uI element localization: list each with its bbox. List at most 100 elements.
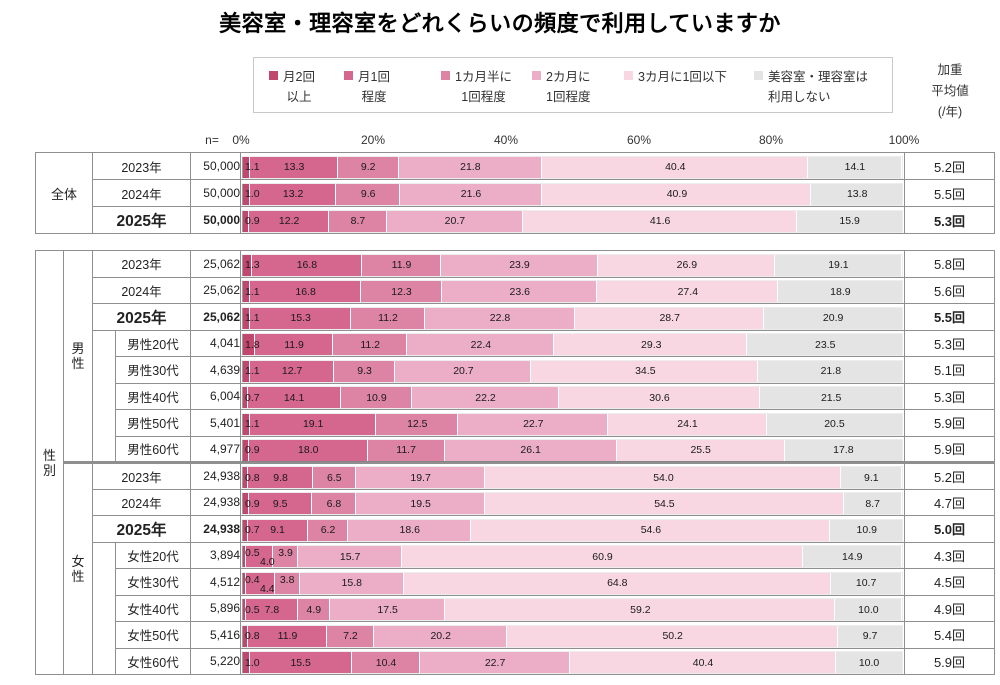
segment-value: 54.6 [640, 524, 662, 536]
n-value: 6,004 [190, 382, 241, 410]
bar-segment-1 [250, 413, 377, 435]
segment-value: 21.5 [820, 391, 842, 404]
segment-value: 23.5 [815, 338, 836, 351]
bar-segment-4 [598, 254, 776, 276]
bar-cell: 1.1 15.3 11.2 22.8 28.7 20.9 [240, 303, 905, 331]
segment-value: 7.2 [343, 630, 358, 642]
segment-value: 14.9 [842, 550, 863, 563]
bar-segment-0 [243, 281, 251, 302]
stacked-bar [243, 519, 903, 541]
segment-value: 19.7 [410, 471, 431, 484]
bar-cell: 0.4 4.4 3.8 15.8 64.8 10.7 [240, 568, 905, 596]
legend-swatch-1カ月半に1回程度 [441, 71, 450, 80]
segment-value: 0.8 [245, 630, 260, 642]
segment-value: 19.5 [410, 497, 431, 510]
bar-segment-2 [333, 334, 407, 355]
axis-tick-60: 60% [626, 133, 652, 147]
stacked-bar [243, 360, 902, 382]
bar-segment-5 [760, 387, 902, 408]
avg-value: 5.9回 [904, 435, 995, 463]
legend-swatch-2カ月に1回程度 [532, 71, 541, 80]
bar-cell: 0.8 9.8 6.5 19.7 54.0 9.1 [240, 461, 905, 490]
bar-segment-4 [445, 599, 836, 620]
legend-item: 美容室・理容室は 利用しない [754, 67, 868, 107]
row-label: 女性20代 [115, 541, 191, 569]
bar-segment-5 [797, 210, 902, 232]
row-label: 女性50代 [115, 621, 191, 649]
stacked-bar [243, 652, 902, 673]
bar-segment-5 [775, 254, 902, 276]
stacked-bar [243, 572, 902, 594]
row-label: 2024年 [92, 276, 191, 304]
segment-value: 0.5 [245, 603, 260, 616]
segment-value: 20.7 [453, 365, 474, 377]
segment-value: 25.5 [690, 444, 711, 456]
segment-value: 14.1 [283, 391, 305, 404]
segment-value: 12.3 [391, 285, 412, 298]
segment-value: 12.5 [407, 418, 428, 430]
segment-value: 11.9 [284, 338, 304, 351]
bar-segment-4 [616, 439, 785, 461]
n-value: 25,062 [190, 250, 241, 278]
segment-value: 9.2 [360, 161, 376, 174]
bar-segment-0 [243, 467, 249, 488]
segment-value: 0.7 [245, 524, 260, 536]
segment-value: 40.4 [692, 656, 714, 669]
segment-value: 19.1 [302, 418, 324, 430]
table-row: 2025年 50,000 0.9 12.2 8.7 20.7 41.6 15.9 5.3回 [36, 206, 995, 234]
bar-segment-2 [311, 493, 357, 514]
segment-value: 10.4 [375, 656, 397, 669]
stacked-bar [243, 183, 903, 205]
row-label: 男性40代 [115, 382, 191, 410]
bar-segment-2 [326, 625, 375, 647]
bar-segment-1 [246, 546, 273, 567]
stacked-bar [243, 387, 902, 408]
bar-segment-2 [376, 413, 459, 435]
bar-segment-4 [597, 281, 778, 302]
bar-segment-3 [406, 334, 555, 355]
segment-value: 13.8 [846, 188, 868, 201]
segment-value: 7.8 [264, 603, 280, 616]
table-row: 女性20代 3,894 0.5 4.0 3.9 15.7 60.9 14.9 4.3回 [36, 541, 995, 675]
group-label-male: 男性 [63, 250, 93, 463]
segment-value: 19.1 [828, 259, 849, 271]
group-label-female: 女性 [63, 461, 93, 675]
segment-value: 16.8 [296, 259, 318, 271]
avg-value: 5.6回 [904, 276, 995, 304]
bar-segment-5 [747, 334, 902, 355]
legend-swatch-3カ月に1回以下 [624, 71, 633, 80]
bar-segment-1 [249, 652, 352, 673]
bar-segment-5 [808, 156, 902, 178]
row-label: 女性60代 [115, 647, 191, 675]
table-row: 2025年 25,062 1.1 15.3 11.2 22.8 28.7 20.9 5.5回 [36, 303, 995, 331]
segment-value: 0.9 [245, 444, 260, 456]
segment-value: 6.5 [326, 471, 342, 484]
avg-value: 5.3回 [904, 329, 995, 357]
segment-value: 1.1 [245, 285, 260, 298]
stacked-bar [243, 599, 902, 620]
n-value: 25,062 [190, 276, 241, 304]
bar-segment-5 [803, 546, 902, 567]
bar-cell: 0.9 18.0 11.7 26.1 25.5 17.8 [240, 435, 905, 463]
table-row: 女性50代 5,416 0.8 11.9 7.2 20.2 50.2 9.7 5.4回 [36, 621, 995, 649]
segment-value: 15.7 [339, 550, 361, 563]
avg-value: 5.3回 [904, 382, 995, 410]
segment-value: 1.0 [245, 188, 260, 201]
group-label-overall: 全体 [35, 152, 93, 234]
bar-segment-3 [441, 281, 598, 302]
segment-value: 59.2 [630, 603, 651, 616]
axis-tick-40: 40% [493, 133, 519, 147]
bar-segment-3 [398, 156, 543, 178]
bar-cell: 1.3 16.8 11.9 23.9 26.9 19.1 [240, 250, 905, 278]
avg-value: 4.3回 [904, 541, 995, 569]
segment-value: 18.6 [399, 524, 420, 536]
gender-table: 性別男性 2023年 25,062 1.3 16.8 11.9 23.9 26.9 19.1 5.… [35, 250, 995, 675]
segment-value: 0.7 [245, 391, 260, 404]
segment-value: 11.9 [391, 259, 412, 271]
segment-value: 22.7 [523, 418, 544, 430]
bar-segment-3 [440, 254, 599, 276]
segment-value: 15.3 [290, 312, 311, 324]
avg-value: 5.0回 [904, 515, 995, 543]
segment-value: 24.1 [677, 418, 698, 430]
bar-segment-1 [248, 439, 368, 461]
